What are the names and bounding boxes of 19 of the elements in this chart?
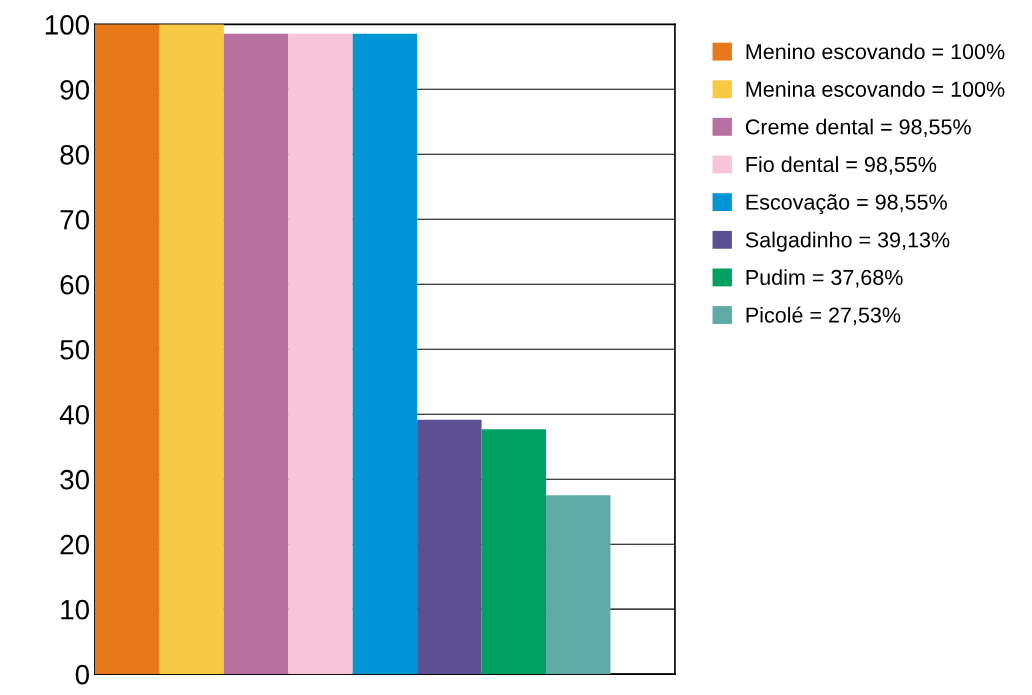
legend-label: Menino escovando = 100% xyxy=(746,43,1005,60)
legend-label: Fio dental = 98,55% xyxy=(746,156,937,175)
y-tick-label: 30 xyxy=(60,469,89,490)
y-tick-label: 80 xyxy=(60,144,89,165)
legend-label: Menina escovando = 100% xyxy=(746,81,1005,97)
legend-label: Creme dental = 98,55% xyxy=(745,118,971,138)
y-tick-label: 50 xyxy=(60,339,89,360)
legend-label: Salgadinho = 39,13% xyxy=(745,231,950,252)
y-tick-label: 100 xyxy=(45,14,89,35)
legend-label: Escovação = 98,55% xyxy=(746,194,947,215)
legend-label: Pudim = 37,68% xyxy=(746,269,903,288)
y-tick-label: 70 xyxy=(60,209,89,230)
y-tick-label: 60 xyxy=(60,274,89,295)
y-tick-label: 0 xyxy=(75,664,89,685)
y-tick-label: 10 xyxy=(61,599,89,620)
legend-label: Picolé = 27,53% xyxy=(746,306,901,326)
y-tick-label: 40 xyxy=(59,404,89,425)
y-tick-label: 90 xyxy=(60,79,89,100)
y-tick-label: 20 xyxy=(60,534,89,555)
